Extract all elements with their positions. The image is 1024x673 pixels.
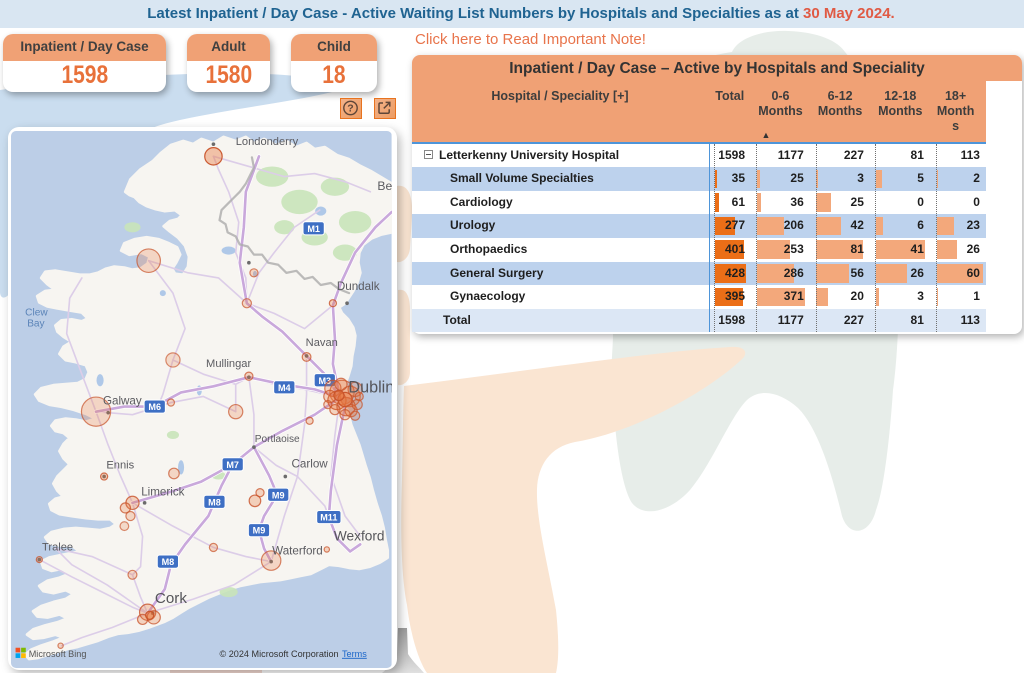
svg-text:Navan: Navan [306,337,338,349]
svg-text:M9: M9 [272,490,285,500]
svg-text:Carlow: Carlow [292,457,329,470]
svg-text:Terms: Terms [342,649,367,659]
svg-text:M6: M6 [149,402,162,412]
svg-text:Microsoft Bing: Microsoft Bing [29,649,87,659]
svg-text:M4: M4 [278,383,292,393]
svg-text:Be: Be [378,179,392,193]
svg-text:Wexford: Wexford [334,528,385,543]
svg-text:Waterford: Waterford [273,544,324,557]
svg-text:Galway: Galway [103,394,142,407]
svg-text:?: ? [347,102,353,114]
svg-text:Cork: Cork [155,590,187,607]
svg-text:M8: M8 [162,557,175,567]
svg-text:M11: M11 [321,512,338,522]
svg-text:Ennis: Ennis [107,459,135,471]
svg-text:M7: M7 [227,460,240,470]
svg-text:© 2024 Microsoft Corporation: © 2024 Microsoft Corporation [220,649,339,659]
svg-text:Tralee: Tralee [42,541,73,553]
svg-text:Dublin: Dublin [349,378,392,396]
svg-text:Mullingar: Mullingar [206,358,251,370]
svg-text:Portlaoise: Portlaoise [255,434,300,445]
svg-text:Limerick: Limerick [142,486,185,499]
svg-text:Dundalk: Dundalk [337,280,380,293]
svg-text:Bay: Bay [28,318,46,329]
svg-text:M1: M1 [308,224,321,234]
svg-text:Clew: Clew [26,307,49,318]
svg-text:M9: M9 [253,526,266,536]
svg-text:M8: M8 [209,497,222,507]
svg-text:M3: M3 [319,376,332,386]
svg-text:Londonderry: Londonderry [236,136,299,148]
